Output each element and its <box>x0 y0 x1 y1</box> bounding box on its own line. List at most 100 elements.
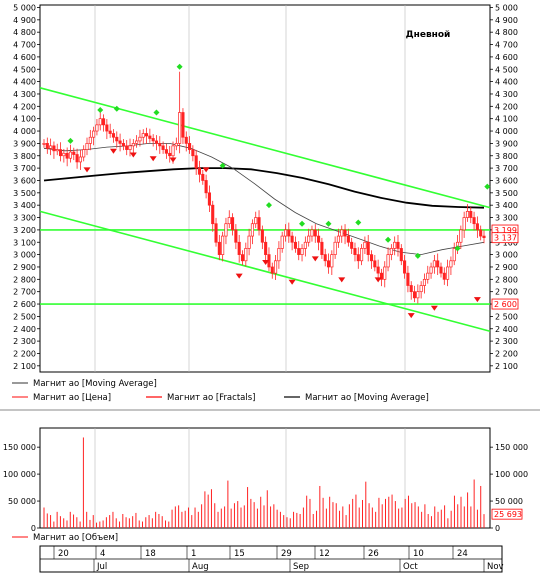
candle-body <box>240 254 245 262</box>
price-left-tick-label: 3 500 <box>13 189 36 198</box>
candle-body <box>383 266 387 280</box>
price-left-tick-label: 3 800 <box>13 152 36 161</box>
candle-body <box>184 136 188 144</box>
candle-body <box>446 266 450 280</box>
candle-body <box>429 266 433 274</box>
candle-body <box>72 151 76 155</box>
price-left-tick-label: 3 600 <box>13 176 36 185</box>
channel-lower-line <box>39 210 491 332</box>
candle-body <box>161 145 165 150</box>
volume-last-value-text: 25 693 <box>494 510 522 519</box>
candle-body <box>462 217 466 231</box>
candle-body <box>442 272 446 280</box>
fractal-down-marker <box>262 260 270 266</box>
candle-body <box>260 229 264 243</box>
price-left-tick-label: 4 500 <box>13 65 36 74</box>
legend: Магнит ао [Moving Average] Магнит ао [Цен… <box>0 379 540 411</box>
fractal-up-marker <box>67 137 74 144</box>
last-value-text: 3 137 <box>494 234 517 243</box>
candle-body <box>62 152 66 157</box>
price-left-tick-label: 2 200 <box>13 349 36 358</box>
candle-body <box>290 235 294 243</box>
price-left-tick-label: 2 400 <box>13 325 36 334</box>
candle-body <box>105 124 109 132</box>
price-right-tick-label: 3 000 <box>495 251 518 260</box>
candle-body <box>85 143 89 150</box>
candle-body <box>188 143 192 150</box>
volume-last-value-box <box>491 508 523 520</box>
candle-body <box>154 140 159 144</box>
candle-body <box>68 151 73 159</box>
fractal-down-marker <box>311 256 319 262</box>
candle-body <box>439 266 443 274</box>
price-left-tick-label: 4 300 <box>13 90 36 99</box>
candle-body <box>118 140 122 144</box>
price-left-tick-label: 5 000 <box>13 3 36 12</box>
fractal-up-marker <box>484 183 491 190</box>
price-right-tick-label: 4 300 <box>495 90 518 99</box>
candle-body <box>426 272 430 280</box>
candle-body <box>452 248 456 262</box>
candle-body <box>178 112 182 144</box>
candle-body <box>214 223 218 243</box>
volume-legend: Магнит ао [Объем] <box>12 533 118 543</box>
candle-body <box>108 130 112 134</box>
candle-body <box>231 217 235 231</box>
volume-last-value-label: 25 693 <box>491 508 523 520</box>
price-grid <box>39 4 491 373</box>
price-right-axis: 2 100 2 200 2 300 2 400 2 500 2 600 2 700 2 800… <box>490 3 518 371</box>
moving-average-short-line <box>43 142 485 256</box>
price-left-tick-label: 4 700 <box>13 41 36 50</box>
candle-body <box>88 136 92 144</box>
price-lines <box>39 87 491 332</box>
candle-body <box>55 149 59 152</box>
volume-left-tick-label: 100 000 <box>3 470 36 479</box>
candle-body <box>257 217 261 231</box>
price-left-axis: 2 100 2 200 2 300 2 400 2 500 2 600 2 700 2 800… <box>13 3 40 371</box>
price-left-tick-label: 4 900 <box>13 16 36 25</box>
candle-body <box>95 124 99 132</box>
fractal-up-marker <box>355 219 362 226</box>
price-right-tick-label: 5 000 <box>495 3 518 12</box>
candle-body <box>459 229 463 243</box>
candle-body <box>115 136 119 142</box>
candle-body <box>336 235 340 243</box>
candle-body <box>432 260 436 268</box>
candle-body <box>197 167 202 175</box>
volume-right-tick-label: 100 000 <box>495 470 528 479</box>
month-tick-label: Jul <box>96 562 107 572</box>
fractal-up-marker <box>325 220 332 227</box>
candle-body <box>78 156 82 163</box>
volume-left-tick-label: 50 000 <box>8 497 36 506</box>
candle-body <box>168 152 172 157</box>
candle-body <box>101 118 106 126</box>
price-right-tick-label: 2 500 <box>495 312 518 321</box>
candle-body <box>254 217 258 225</box>
price-left-tick-label: 4 200 <box>13 102 36 111</box>
candle-body <box>343 229 347 237</box>
candle-body <box>264 241 268 255</box>
candle-body <box>277 248 281 262</box>
candle-body <box>366 241 370 255</box>
volume-legend-label: Магнит ао [Объем] <box>33 533 118 543</box>
candle-body <box>297 248 301 255</box>
candle-body <box>376 266 380 274</box>
candle-body <box>211 204 215 225</box>
price-left-tick-label: 2 800 <box>13 275 36 284</box>
candle-body <box>174 143 178 147</box>
fractal-up-marker <box>385 236 392 243</box>
candle-body <box>303 241 307 249</box>
candle-body <box>373 260 377 268</box>
price-left-tick-label: 3 300 <box>13 214 36 223</box>
candle-body <box>164 149 168 154</box>
fractal-up-marker <box>113 105 120 112</box>
candle-body <box>151 138 155 142</box>
candle-body <box>287 229 291 237</box>
day-tick-label: 26 <box>368 549 379 559</box>
fractal-down-marker <box>169 157 177 163</box>
candle-body <box>247 235 251 249</box>
candle-body <box>393 241 397 249</box>
day-tick-label: 4 <box>100 549 105 559</box>
candle-body <box>419 285 423 293</box>
